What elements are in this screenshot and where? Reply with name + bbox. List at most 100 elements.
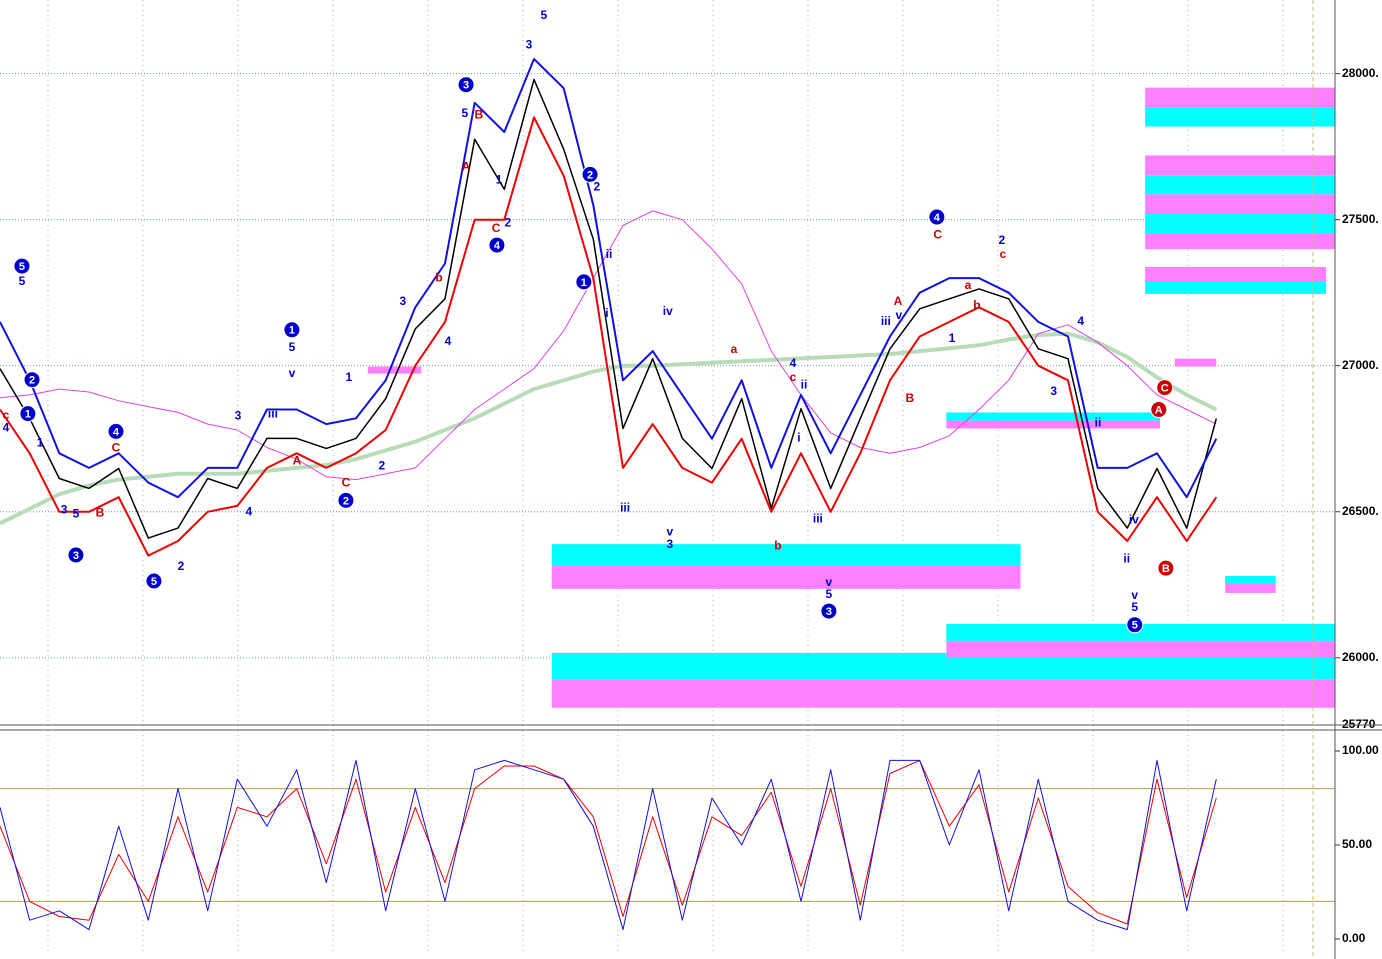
zone (551, 544, 1021, 567)
wave-label: C (342, 476, 351, 490)
wave-label: 5 (19, 274, 26, 288)
wave-label: 3 (61, 502, 68, 516)
wave-label: 5 (151, 576, 157, 588)
y-tick-label: 0.00 (1342, 931, 1366, 945)
wave-label: C (492, 221, 501, 235)
wave-circle (67, 546, 85, 564)
y-tick-label: 26500. (1342, 504, 1379, 518)
zone (946, 420, 1160, 429)
wave-label: iii (268, 407, 278, 421)
zone (1145, 155, 1335, 176)
wave-label: c (790, 370, 797, 384)
wave-circle (107, 422, 125, 440)
zone (1145, 107, 1335, 127)
series-line (0, 78, 1218, 539)
wave-label: 3 (526, 38, 533, 52)
wave-label: 2 (587, 169, 593, 181)
series-line (0, 116, 1218, 557)
wave-circle (928, 208, 946, 226)
wave-circle (145, 572, 163, 590)
wave-label: 4 (445, 334, 452, 348)
zone (1145, 266, 1327, 282)
wave-label: 2 (594, 179, 601, 193)
wave-label: ii (1095, 416, 1102, 430)
wave-label: iii (620, 500, 630, 514)
wave-label: 4 (1077, 314, 1084, 328)
wave-label: 1 (346, 370, 353, 384)
wave-label: 1 (496, 172, 503, 186)
wave-circle (1157, 559, 1175, 577)
wave-label: 2 (343, 495, 349, 507)
zone (367, 366, 422, 374)
y-tick-label: 26000. (1342, 650, 1379, 664)
wave-label: b (774, 538, 781, 552)
y-tick-label: 27500. (1342, 212, 1379, 226)
zone (946, 623, 1335, 641)
wave-circle (19, 405, 37, 423)
wave-circle (581, 165, 599, 183)
wave-label: ii (1123, 551, 1130, 565)
wave-label: 2 (29, 375, 35, 387)
wave-label: 3 (400, 294, 407, 308)
wave-label: iii (881, 314, 891, 328)
wave-label: a (965, 278, 972, 292)
wave-circle (283, 321, 301, 339)
zone (1225, 583, 1276, 593)
wave-label: C (112, 441, 121, 455)
zone (1225, 576, 1276, 584)
wave-label: 5 (1132, 620, 1138, 632)
wave-label: 4 (246, 505, 253, 519)
y-tick-label: 27000. (1342, 358, 1379, 372)
wave-label: 2 (378, 459, 385, 473)
wave-label: c (3, 408, 10, 422)
y-tick-label: 100.00 (1342, 743, 1379, 757)
wave-label: 5 (826, 587, 833, 601)
wave-label: 3 (826, 606, 832, 618)
wave-label: b (973, 298, 980, 312)
y-tick-label: 25770 (1342, 717, 1376, 731)
wave-label: B (474, 108, 483, 122)
wave-label: 2 (505, 215, 512, 229)
wave-label: 2 (178, 559, 185, 573)
zone (551, 566, 1021, 589)
wave-label: 4 (934, 212, 941, 224)
wave-label: iv (1129, 512, 1139, 526)
wave-label: 3 (1050, 384, 1057, 398)
zone (1145, 281, 1327, 294)
zone (946, 640, 1335, 658)
wave-circle (13, 257, 31, 275)
wave-label: 1 (949, 331, 956, 345)
wave-label: v (1131, 588, 1138, 602)
zone (1174, 358, 1217, 367)
wave-label: A (1155, 404, 1163, 416)
wave-label: B (96, 505, 105, 519)
zone (1145, 194, 1335, 215)
wave-label: 5 (73, 507, 80, 521)
wave-label: 4 (790, 356, 797, 370)
wave-label: A (293, 454, 302, 468)
wave-label: v (896, 308, 903, 322)
series-line (0, 210, 1217, 481)
zone (1145, 87, 1335, 108)
wave-label: 1 (581, 277, 587, 289)
zone (1145, 214, 1335, 234)
wave-label: 1 (37, 436, 44, 450)
wave-label: 3 (667, 537, 674, 551)
wave-circle (575, 273, 593, 291)
wave-circle (457, 76, 475, 94)
wave-label: 2 (998, 233, 1005, 247)
zone (946, 412, 1160, 421)
wave-label: a (731, 342, 738, 356)
wave-label: iv (663, 304, 673, 318)
wave-label: A (462, 160, 471, 174)
zone (1145, 175, 1335, 195)
wave-label: C (933, 227, 942, 241)
wave-label: B (1162, 563, 1170, 575)
wave-label: v (667, 524, 674, 538)
wave-label: v (289, 366, 296, 380)
wave-circle (820, 602, 838, 620)
wave-label: 4 (494, 240, 501, 252)
wave-label: i (797, 431, 800, 445)
wave-label: 5 (540, 8, 547, 22)
wave-label: 3 (463, 80, 469, 92)
